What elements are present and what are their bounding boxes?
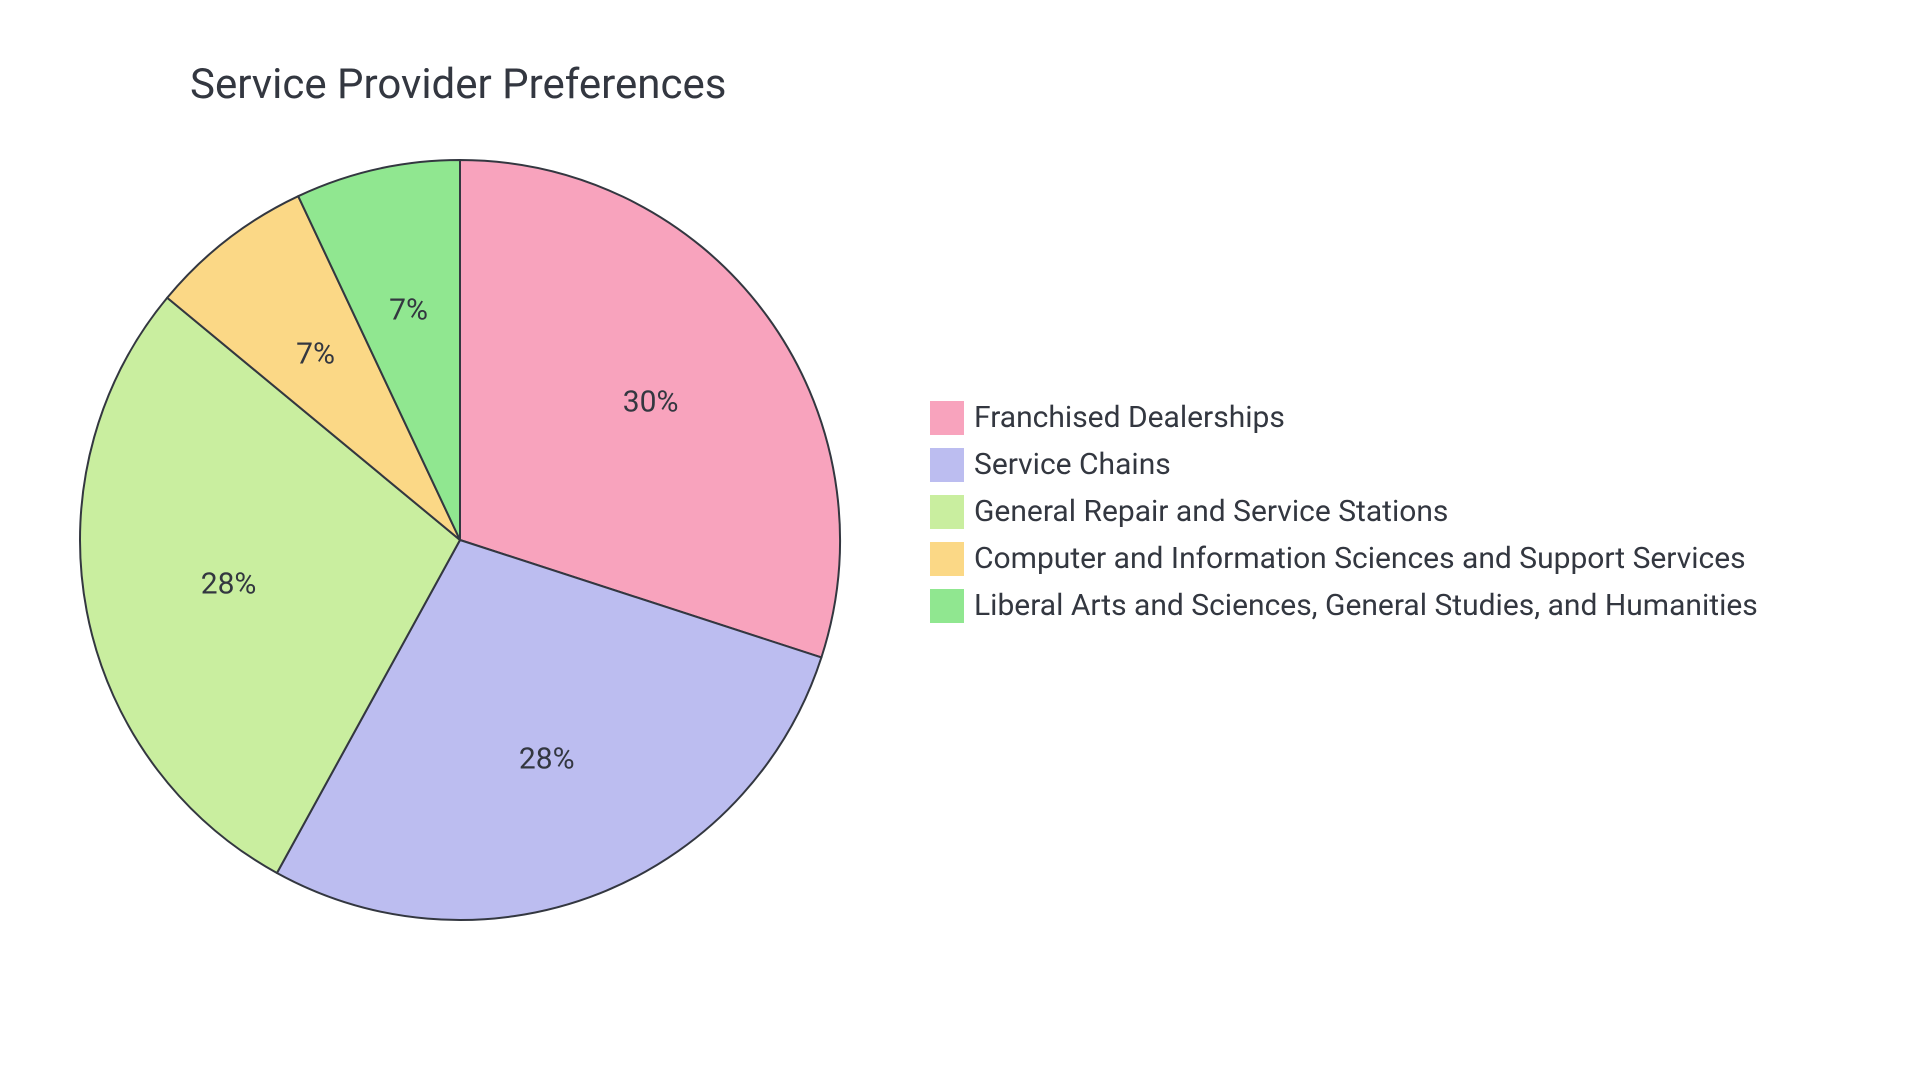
pie-chart: 30% 28% 28% 7% 7% (76, 156, 844, 924)
legend-swatch (930, 589, 964, 623)
pie-slice-label: 7% (296, 336, 335, 371)
pie-slice-label: 28% (201, 567, 257, 602)
chart-title: Service Provider Preferences (190, 60, 726, 109)
legend: Franchised Dealerships Service Chains Gene… (930, 400, 1758, 623)
legend-item: Liberal Arts and Sciences, General Studi… (930, 588, 1758, 623)
legend-label: Franchised Dealerships (974, 400, 1285, 435)
legend-item: Computer and Information Sciences and Su… (930, 541, 1758, 576)
legend-swatch (930, 401, 964, 435)
legend-item: General Repair and Service Stations (930, 494, 1758, 529)
legend-swatch (930, 495, 964, 529)
chart-container: Service Provider Preferences 30% 28% 28% 7%… (0, 0, 1920, 1080)
pie-slice-label: 28% (519, 742, 575, 777)
pie-svg (76, 156, 844, 924)
legend-swatch (930, 448, 964, 482)
legend-label: Computer and Information Sciences and Su… (974, 541, 1746, 576)
legend-label: General Repair and Service Stations (974, 494, 1448, 529)
pie-slice-label: 30% (623, 384, 679, 419)
legend-label: Liberal Arts and Sciences, General Studi… (974, 588, 1758, 623)
legend-label: Service Chains (974, 447, 1171, 482)
legend-item: Service Chains (930, 447, 1758, 482)
legend-swatch (930, 542, 964, 576)
pie-slice-label: 7% (389, 293, 428, 328)
legend-item: Franchised Dealerships (930, 400, 1758, 435)
